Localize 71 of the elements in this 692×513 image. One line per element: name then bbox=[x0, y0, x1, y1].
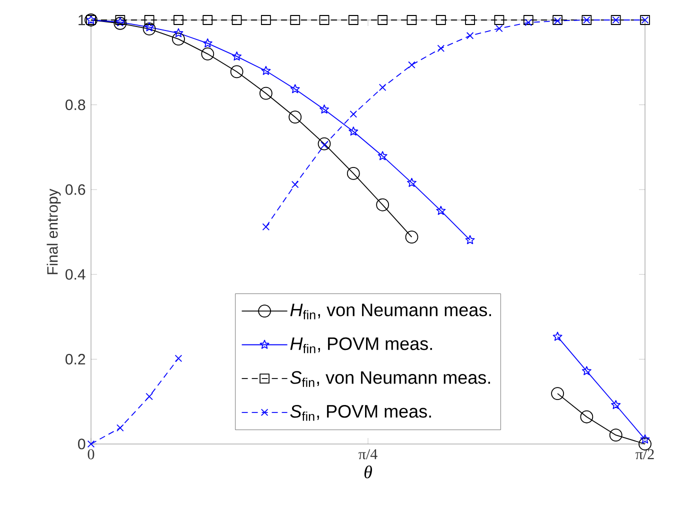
point bbox=[524, 18, 532, 26]
point bbox=[87, 440, 95, 448]
legend-label: H$_{fin}$, von Neumann meas. bbox=[290, 304, 491, 320]
point bbox=[494, 15, 504, 25]
point bbox=[611, 400, 621, 410]
y-tick-label: 0.8 bbox=[66, 99, 86, 110]
point bbox=[174, 354, 182, 362]
point bbox=[348, 15, 358, 25]
point bbox=[232, 52, 242, 61]
point bbox=[290, 84, 300, 94]
point bbox=[318, 137, 331, 150]
point bbox=[144, 15, 154, 25]
point bbox=[259, 86, 272, 100]
point bbox=[262, 223, 270, 231]
point bbox=[319, 15, 330, 25]
point bbox=[174, 15, 184, 25]
point bbox=[201, 47, 214, 60]
point bbox=[466, 32, 474, 40]
y-tick-label: 0 bbox=[78, 438, 86, 450]
point bbox=[496, 24, 503, 32]
y-tick-label: 1 bbox=[78, 14, 86, 26]
point bbox=[378, 151, 388, 160]
point bbox=[172, 32, 185, 46]
legend-label: S$_{fin}$, POVM meas. bbox=[290, 404, 431, 421]
y-axis-title: Final entropy bbox=[46, 188, 61, 274]
point bbox=[609, 428, 622, 442]
point bbox=[142, 22, 156, 36]
point bbox=[551, 387, 564, 400]
x-tick-label: π/2 bbox=[636, 449, 654, 460]
point bbox=[376, 198, 390, 212]
y-tick-label: 0.6 bbox=[66, 184, 86, 195]
point bbox=[407, 178, 416, 187]
point bbox=[348, 126, 358, 136]
point bbox=[465, 15, 475, 25]
point bbox=[350, 110, 358, 118]
point bbox=[230, 65, 244, 78]
point bbox=[174, 28, 184, 38]
point bbox=[552, 332, 562, 341]
point bbox=[582, 366, 592, 376]
point bbox=[378, 15, 388, 25]
legend-label: H$_{fin}$, POVM meas. bbox=[290, 337, 432, 354]
point bbox=[378, 84, 386, 92]
point bbox=[437, 44, 445, 52]
y-tick-label: 0.4 bbox=[66, 269, 86, 280]
x-axis-title: θ bbox=[364, 466, 372, 478]
y-tick-label: 0.2 bbox=[66, 354, 86, 365]
point bbox=[202, 15, 213, 25]
point bbox=[291, 180, 299, 188]
point bbox=[465, 235, 475, 244]
point bbox=[436, 206, 446, 215]
point bbox=[146, 392, 153, 400]
point bbox=[640, 434, 650, 444]
x-tick-label: 0 bbox=[88, 449, 94, 460]
point bbox=[436, 15, 446, 25]
legend-label: S$_{fin}$, von Neumann meas. bbox=[290, 371, 490, 387]
point bbox=[261, 66, 271, 75]
point bbox=[114, 16, 127, 30]
point bbox=[405, 230, 418, 244]
point bbox=[523, 15, 534, 25]
point bbox=[320, 104, 330, 114]
point bbox=[290, 15, 300, 25]
point bbox=[116, 424, 124, 432]
point bbox=[202, 38, 212, 48]
point bbox=[232, 15, 242, 25]
point bbox=[260, 15, 271, 25]
point bbox=[406, 15, 417, 25]
x-tick-label: π/4 bbox=[358, 449, 378, 460]
point bbox=[346, 167, 360, 180]
point bbox=[580, 410, 594, 424]
point bbox=[408, 61, 416, 69]
point bbox=[288, 110, 302, 124]
